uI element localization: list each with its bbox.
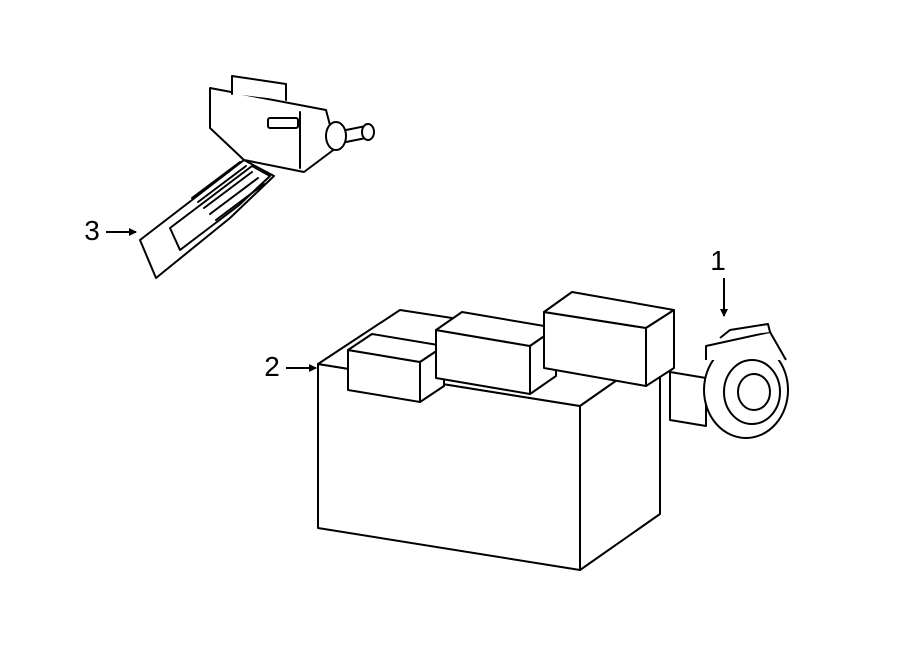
parts-diagram: 1 2 3: [0, 0, 900, 662]
pedal-assembly: [140, 76, 374, 278]
callout-label-1: 1: [710, 245, 726, 276]
control-module: [318, 292, 674, 570]
callout-label-3: 3: [84, 215, 100, 246]
callout-label-2: 2: [264, 351, 280, 382]
sensor: [670, 324, 788, 438]
